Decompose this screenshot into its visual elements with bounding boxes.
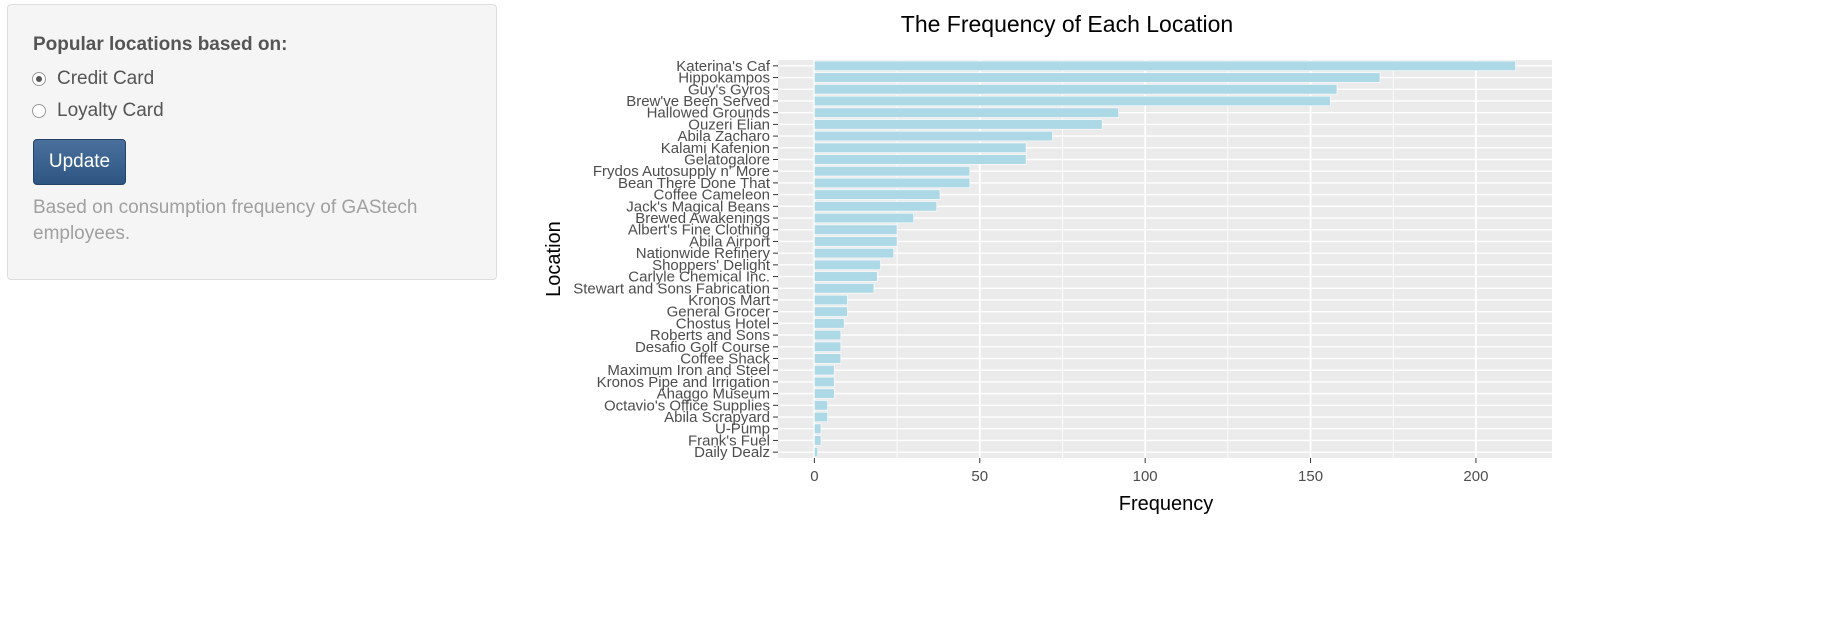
radio-label-credit-card: Credit Card: [57, 68, 155, 89]
bar: [814, 236, 898, 247]
y-tick-label: Frank's Fuel: [688, 432, 770, 449]
y-tick-label: Roberts and Sons: [650, 327, 770, 344]
y-tick-label: Katerina's Caf: [676, 58, 771, 75]
bar: [814, 224, 898, 235]
bar: [814, 166, 971, 177]
bar: [814, 248, 895, 259]
bar: [814, 60, 1516, 71]
y-tick-label: Kronos Mart: [688, 292, 771, 309]
x-tick-label: 100: [1133, 468, 1158, 485]
y-tick-label: Ahaggo Museum: [657, 386, 770, 403]
x-tick-label: 50: [971, 468, 988, 485]
bar: [814, 318, 845, 329]
bar: [814, 95, 1331, 107]
x-tick-label: 0: [810, 468, 818, 485]
bar: [814, 271, 878, 282]
y-tick-label: Jack's Magical Beans: [626, 198, 770, 215]
x-tick-label: 200: [1463, 468, 1488, 485]
bar: [814, 154, 1027, 165]
y-tick-label: Desafio Golf Course: [635, 339, 770, 356]
bar: [814, 130, 1053, 142]
y-tick-label: Coffee Shack: [680, 351, 770, 368]
bar: [814, 72, 1381, 83]
y-tick-label: Coffee Cameleon: [654, 187, 770, 204]
bar: [814, 107, 1119, 118]
bar: [814, 201, 938, 212]
y-tick-label: Ouzeri Elian: [688, 116, 770, 133]
bar: [814, 341, 842, 352]
x-tick-label: 150: [1298, 468, 1323, 485]
radio-credit-card[interactable]: Credit Card: [32, 67, 154, 91]
update-button[interactable]: Update: [33, 139, 126, 185]
y-tick-label: Brew've Been Served: [626, 93, 770, 110]
bar: [814, 376, 835, 388]
x-axis-title: Frequency: [1119, 493, 1214, 515]
y-tick-label: Albert's Fine Clothing: [628, 222, 770, 239]
y-tick-label: Brewed Awakenings: [635, 210, 770, 227]
bar: [814, 447, 818, 458]
bar: [814, 365, 835, 376]
y-tick-label: Hallowed Grounds: [647, 105, 770, 122]
control-panel: Popular locations based on: Credit Card …: [7, 4, 497, 280]
y-tick-label: Kalami Kafenion: [661, 140, 770, 157]
chart-title: The Frequency of Each Location: [901, 11, 1233, 37]
bar: [814, 306, 848, 317]
radio-loyalty-card[interactable]: Loyalty Card: [32, 99, 164, 123]
y-tick-label: Octavio's Office Supplies: [604, 397, 770, 414]
y-tick-label: Shoppers' Delight: [652, 257, 771, 274]
bar: [814, 119, 1103, 130]
y-tick-label: Nationwide Refinery: [636, 245, 771, 262]
x-ticks: 0 50 100 150 200: [810, 458, 1488, 485]
panel-heading: Popular locations based on:: [33, 34, 288, 55]
bar: [814, 329, 842, 341]
y-tick-label: U-Pump: [715, 421, 770, 438]
y-tick-label: Maximum Iron and Steel: [607, 362, 770, 379]
y-tick-label: Carlyle Chemical Inc.: [628, 269, 770, 286]
y-tick-label: Abila Scrapyard: [664, 409, 770, 426]
bar: [814, 189, 941, 200]
radio-button-selected[interactable]: [32, 72, 46, 86]
bar: [814, 388, 835, 399]
bar: [814, 411, 828, 423]
y-tick-label: Frydos Autosupply n' More: [593, 163, 770, 180]
bar: [814, 435, 822, 446]
bars: [814, 60, 1516, 458]
bar: [814, 84, 1338, 95]
y-tick-label: Abila Airport: [689, 233, 771, 250]
bar: [814, 423, 822, 434]
y-tick-label: Guy's Gyros: [688, 81, 770, 98]
bar: [814, 259, 881, 270]
radio-label-loyalty-card: Loyalty Card: [57, 100, 164, 121]
bar: [814, 177, 971, 189]
y-tick-label: Chostus Hotel: [676, 315, 770, 332]
y-tick-label: Hippokampos: [678, 70, 770, 87]
y-tick-label: Gelatogalore: [684, 152, 770, 169]
y-tick-label: Kronos Pipe and Irrigation: [597, 374, 770, 391]
bar: [814, 212, 914, 224]
bar: [814, 283, 875, 294]
y-tick-label: General Grocer: [667, 304, 770, 321]
help-text: Based on consumption frequency of GAStec…: [33, 197, 418, 244]
y-tick-label: Abila Zacharo: [677, 128, 770, 145]
y-tick-label: Daily Dealz: [694, 444, 770, 461]
bar: [814, 400, 828, 411]
radio-button-unselected[interactable]: [32, 104, 46, 118]
y-axis-title: Location: [543, 221, 565, 297]
bar: [814, 294, 848, 306]
bar: [814, 142, 1027, 153]
y-tick-label: Stewart and Sons Fabrication: [573, 280, 770, 297]
y-tick-label: Bean There Done That: [618, 175, 771, 192]
bar: [814, 353, 842, 364]
